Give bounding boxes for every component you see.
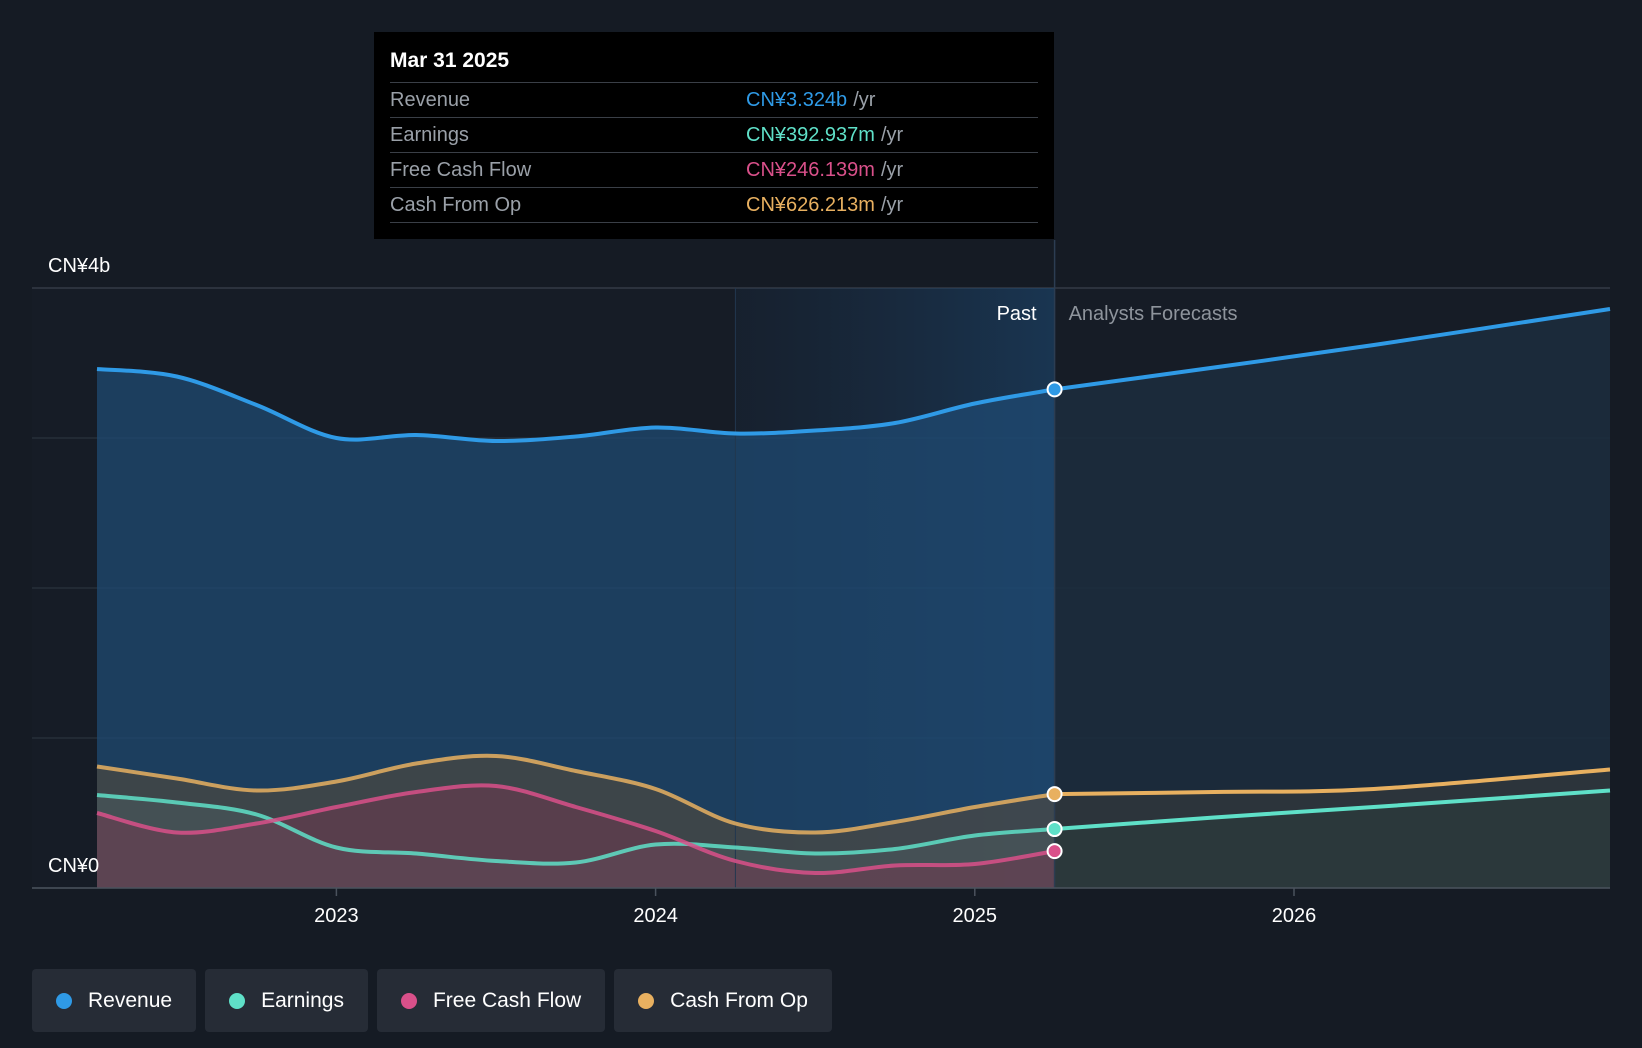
- tooltip-label: Cash From Op: [390, 193, 522, 216]
- revenue-forecast-area: [1054, 309, 1610, 888]
- cash-from-op-dot-icon: [638, 992, 655, 1009]
- x-tick-label: 2023: [314, 905, 359, 927]
- tooltip-date: Mar 31 2025: [390, 49, 510, 72]
- earnings-marker: [1046, 821, 1063, 838]
- tooltip-value: CN¥246.139m: [746, 158, 875, 181]
- cash-from-op-marker: [1046, 786, 1063, 803]
- legend: Revenue Earnings Free Cash Flow Cash Fro…: [32, 969, 832, 1032]
- tooltip-unit: /yr: [880, 193, 904, 216]
- tooltip-row-revenue: Revenue CN¥3.324b /yr: [390, 82, 1038, 117]
- tooltip-row-free-cash-flow: Free Cash Flow CN¥246.139m /yr: [390, 152, 1038, 187]
- forecast-label: Analysts Forecasts: [1069, 303, 1238, 325]
- legend-item-revenue[interactable]: Revenue: [32, 969, 197, 1032]
- tooltip-label: Revenue: [390, 88, 471, 111]
- cash-from-op-past-line: [96, 753, 1055, 835]
- revenue-dot-icon: [56, 992, 72, 1009]
- legend-item-free-cash-flow[interactable]: Free Cash Flow: [376, 969, 606, 1032]
- revenue-forecast-line: [1054, 307, 1611, 392]
- earnings-forecast-area: [1054, 790, 1610, 888]
- x-tick-label: 2024: [633, 905, 678, 927]
- x-tick-label: 2026: [1272, 905, 1317, 927]
- free-cash-flow-marker: [1046, 843, 1063, 860]
- y-tick-label: CN¥4b: [48, 255, 110, 277]
- tooltip-row-cash-from-op: Cash From Op CN¥626.213m /yr: [390, 187, 1038, 223]
- legend-label: Earnings: [261, 988, 344, 1012]
- tooltip-label: Free Cash Flow: [390, 158, 532, 181]
- revenue-marker: [1046, 381, 1063, 398]
- free-cash-flow-dot-icon: [400, 992, 417, 1009]
- free-cash-flow-past-area: [97, 785, 1055, 888]
- y-tick-label: CN¥0: [48, 855, 99, 877]
- earnings-past-area: [97, 795, 1055, 888]
- tooltip: Mar 31 2025 Revenue CN¥3.324b /yr Earnin…: [374, 32, 1054, 239]
- cash-from-op-forecast-line: [1054, 767, 1611, 797]
- tooltip-unit: /yr: [853, 88, 876, 111]
- tooltip-value: CN¥626.213m: [746, 193, 875, 216]
- earnings-forecast-line: [1054, 788, 1611, 832]
- legend-label: Free Cash Flow: [432, 988, 582, 1012]
- legend-label: Cash From Op: [670, 988, 808, 1012]
- earnings-dot-icon: [229, 992, 246, 1009]
- tooltip-value: CN¥392.937m: [746, 123, 875, 146]
- x-tick-label: 2025: [953, 905, 998, 927]
- legend-item-cash-from-op[interactable]: Cash From Op: [614, 969, 832, 1032]
- earnings-past-line: [96, 793, 1055, 866]
- revenue-past-area: [97, 369, 1055, 888]
- tooltip-value: CN¥3.324b: [746, 88, 848, 111]
- tooltip-row-earnings: Earnings CN¥392.937m /yr: [390, 117, 1038, 152]
- tooltip-label: Earnings: [390, 123, 469, 146]
- revenue-past-line: [96, 367, 1055, 444]
- past-label: Past: [997, 303, 1037, 325]
- legend-item-earnings[interactable]: Earnings: [205, 969, 368, 1032]
- free-cash-flow-past-line: [96, 783, 1055, 876]
- tooltip-unit: /yr: [880, 123, 904, 146]
- tooltip-unit: /yr: [880, 158, 904, 181]
- legend-label: Revenue: [88, 988, 173, 1012]
